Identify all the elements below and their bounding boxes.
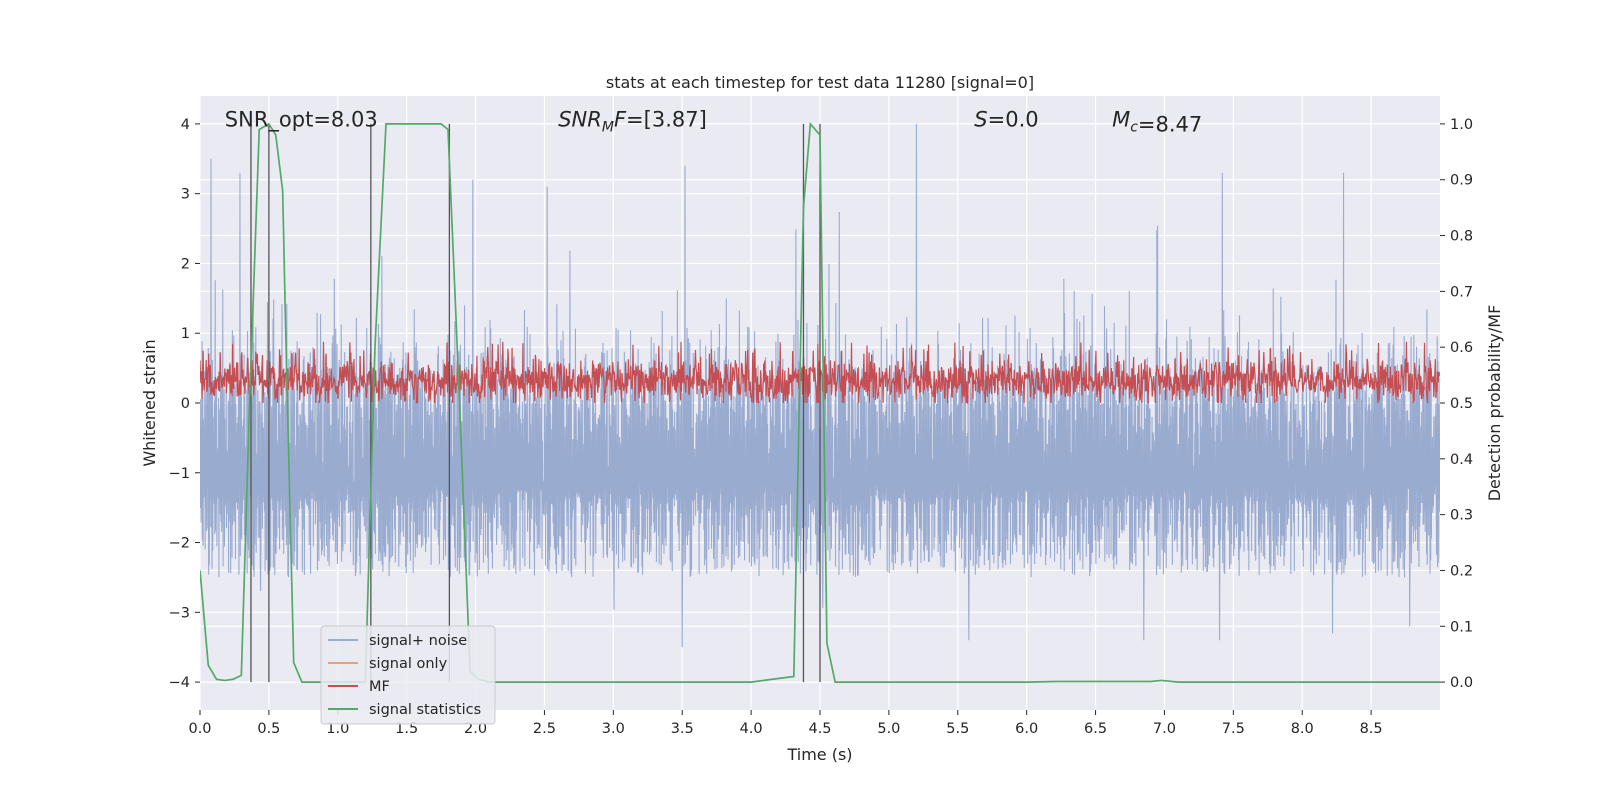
- left-tick-label: 1: [181, 326, 190, 342]
- x-tick-label: 0.0: [188, 721, 211, 737]
- x-tick-label: 6.0: [1015, 721, 1038, 737]
- right-tick-label: 0.9: [1450, 173, 1473, 189]
- x-tick-label: 2.5: [533, 721, 556, 737]
- x-tick-label: 7.0: [1153, 721, 1176, 737]
- legend-label-1: signal only: [369, 656, 448, 672]
- left-tick-label: −3: [169, 605, 190, 621]
- x-tick-label: 2.0: [464, 721, 487, 737]
- right-tick-label: 0.6: [1450, 340, 1473, 356]
- annotation-snr-mf: SNRMF=[3.87]: [558, 107, 707, 135]
- x-tick-label: 8.0: [1291, 721, 1314, 737]
- legend: signal+ noise signal only MF signal statist…: [320, 625, 496, 725]
- x-tick-label: 5.0: [877, 721, 900, 737]
- right-tick-label: 0.8: [1450, 229, 1473, 245]
- series-layer: [200, 121, 1440, 683]
- x-tick-label: 3.5: [671, 721, 694, 737]
- right-tick-label: 0.0: [1450, 675, 1473, 691]
- left-tick-label: 3: [181, 187, 190, 203]
- left-tick-label: −2: [169, 536, 190, 552]
- x-axis-label: Time (s): [786, 745, 852, 764]
- legend-frame: [320, 625, 496, 725]
- right-axis-label: Detection probability/MF: [1485, 305, 1504, 502]
- series-signal-statistics-line: [200, 121, 1440, 683]
- annotation-snr-opt: SNR_opt=8.03: [225, 107, 378, 132]
- legend-label-3: signal statistics: [369, 702, 481, 718]
- x-tick-label: 5.5: [946, 721, 969, 737]
- x-tick-label: 6.5: [1084, 721, 1107, 737]
- x-axis-ticks: 0.0 0.5 1.0 1.5 2.0 2.5 3.0 3.5 4.0 4.5 5.0 5.5 6.0 6…: [188, 710, 1383, 737]
- x-tick-label: 4.5: [808, 721, 831, 737]
- x-tick-label: 8.5: [1360, 721, 1383, 737]
- annotation-chirp-mass: Mc=8.47: [1112, 107, 1202, 136]
- annotations: SNR_opt=8.03 SNRMF=[3.87] S=0.0 Mc=8.47: [225, 107, 1202, 136]
- left-tick-label: −1: [169, 466, 190, 482]
- x-tick-label: 1.5: [395, 721, 418, 737]
- annotation-s-value: S=0.0: [974, 107, 1038, 131]
- left-tick-label: 4: [181, 117, 190, 133]
- right-tick-label: 0.2: [1450, 563, 1473, 579]
- left-tick-label: 0: [181, 396, 190, 412]
- right-tick-label: 1.0: [1450, 117, 1473, 133]
- x-tick-label: 0.5: [257, 721, 280, 737]
- legend-items: signal+ noise signal only MF signal statist…: [328, 633, 481, 718]
- legend-label-2: MF: [369, 679, 390, 695]
- left-tick-label: −4: [169, 675, 190, 691]
- right-axis-ticks: 1.0 0.9 0.8 0.7 0.6 0.5 0.4 0.3 0.2 0.1 0.0: [1440, 117, 1473, 691]
- legend-label-0: signal+ noise: [369, 633, 467, 649]
- right-tick-label: 0.3: [1450, 508, 1473, 524]
- chart-title: stats at each timestep for test data 112…: [606, 73, 1034, 92]
- right-tick-label: 0.4: [1450, 452, 1473, 468]
- right-tick-label: 0.1: [1450, 619, 1473, 635]
- vertical-markers: [250, 123, 821, 683]
- plot-area: [199, 96, 1440, 710]
- x-tick-label: 4.0: [740, 721, 763, 737]
- left-axis-label: Whitened strain: [140, 339, 159, 466]
- x-tick-label: 7.5: [1222, 721, 1245, 737]
- right-tick-label: 0.7: [1450, 284, 1473, 300]
- left-tick-label: 2: [181, 256, 190, 272]
- x-tick-label: 3.0: [602, 721, 625, 737]
- left-axis-ticks: 4 3 2 1 0 −1 −2 −3 −4: [169, 117, 200, 691]
- right-tick-label: 0.5: [1450, 396, 1473, 412]
- x-tick-label: 1.0: [326, 721, 349, 737]
